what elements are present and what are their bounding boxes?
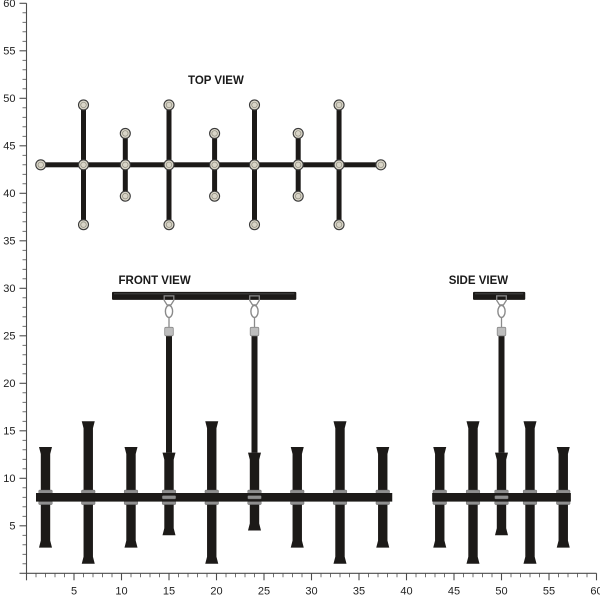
svg-text:20: 20 [210,585,222,597]
svg-text:10: 10 [115,585,127,597]
svg-text:20: 20 [3,378,15,390]
svg-text:60: 60 [3,0,15,10]
svg-text:45: 45 [448,585,460,597]
svg-text:60: 60 [590,585,600,597]
svg-text:35: 35 [3,236,15,248]
svg-text:25: 25 [258,585,270,597]
svg-text:55: 55 [543,585,555,597]
svg-text:30: 30 [305,585,317,597]
svg-text:50: 50 [495,585,507,597]
svg-text:15: 15 [163,585,175,597]
svg-text:25: 25 [3,331,15,343]
svg-text:10: 10 [3,473,15,485]
svg-text:35: 35 [353,585,365,597]
svg-text:40: 40 [3,188,15,200]
svg-text:55: 55 [3,46,15,58]
svg-text:50: 50 [3,93,15,105]
svg-text:40: 40 [400,585,412,597]
svg-text:45: 45 [3,141,15,153]
svg-text:5: 5 [71,585,77,597]
svg-text:SIDE VIEW: SIDE VIEW [449,275,509,287]
svg-text:TOP VIEW: TOP VIEW [188,75,244,87]
svg-text:15: 15 [3,426,15,438]
svg-text:5: 5 [9,521,15,533]
svg-text:30: 30 [3,283,15,295]
svg-text:FRONT VIEW: FRONT VIEW [119,275,191,287]
